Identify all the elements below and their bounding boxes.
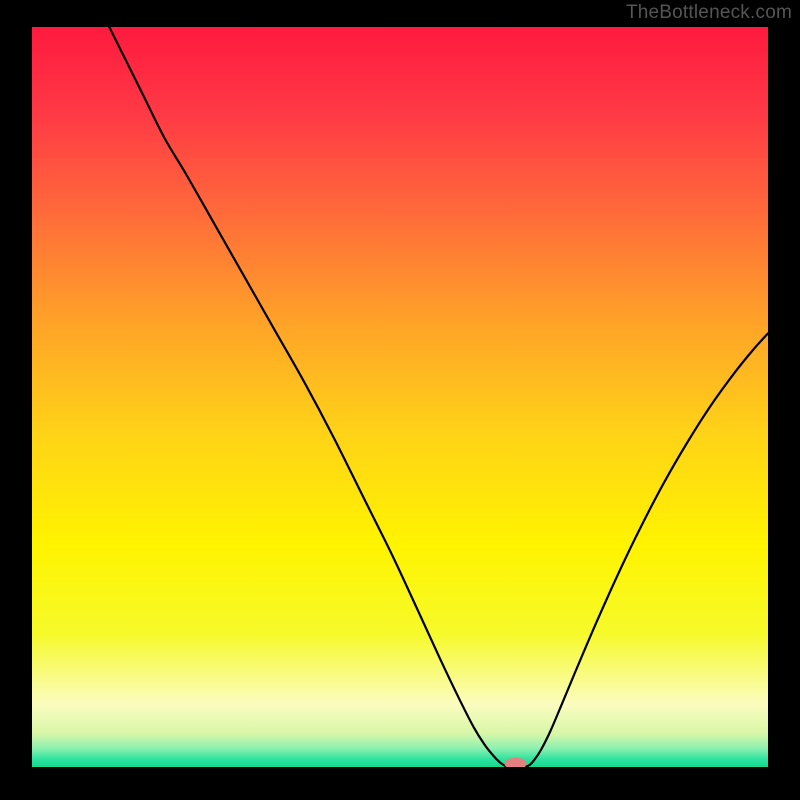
plot-background: [32, 27, 768, 767]
optimal-point-marker: [505, 758, 527, 770]
chart-frame: TheBottleneck.com: [0, 0, 800, 800]
bottleneck-chart: [0, 0, 800, 800]
